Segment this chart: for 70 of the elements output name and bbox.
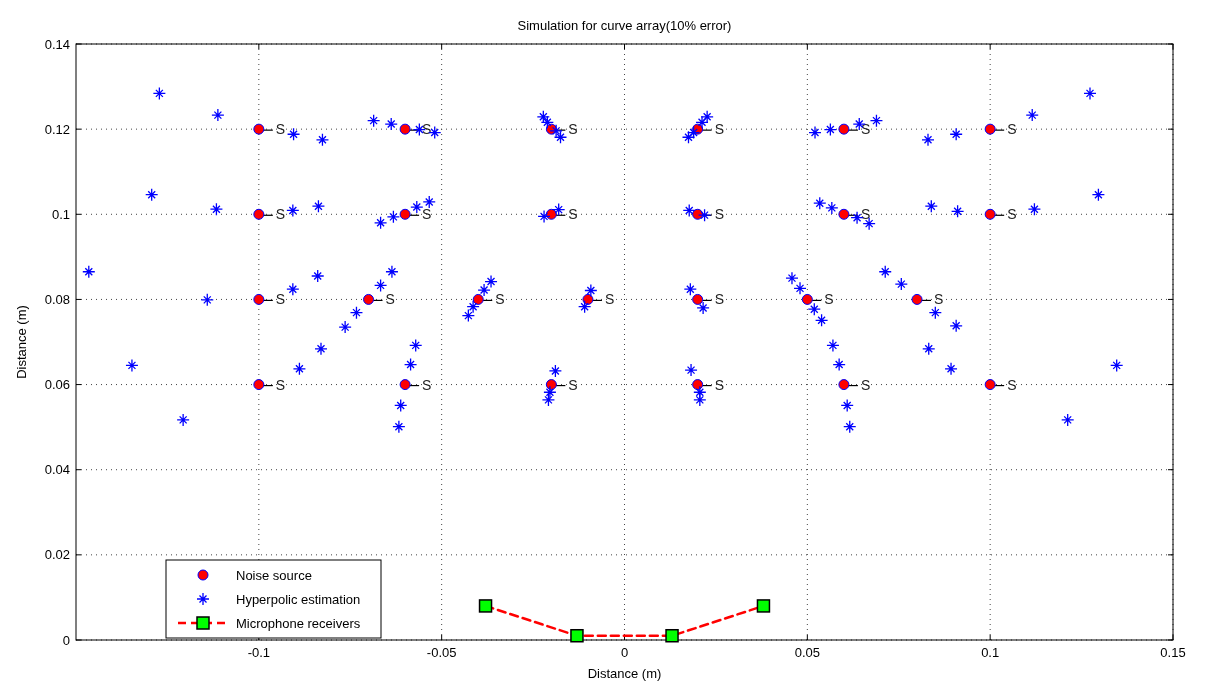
point	[399, 208, 411, 220]
annotation: S	[860, 206, 871, 223]
x-tick-label: 0	[620, 645, 629, 660]
point	[478, 599, 493, 613]
point	[692, 293, 704, 305]
point	[399, 123, 411, 135]
y-tick-label: 0	[62, 632, 70, 648]
annotation: S	[275, 121, 286, 138]
annotation: S	[860, 376, 871, 393]
y-tick-label: 0.02	[44, 547, 70, 563]
y-tick-label: 0.04	[44, 462, 70, 478]
point	[399, 379, 411, 391]
annotation: S	[714, 291, 724, 308]
y-tick-label: 0.1	[51, 206, 70, 222]
x-tick-label: 0.05	[794, 645, 820, 660]
point	[838, 123, 850, 135]
legend-label: Noise source	[236, 568, 312, 583]
point	[253, 123, 265, 135]
annotation: S	[568, 206, 578, 223]
point	[665, 628, 679, 643]
annotation: S	[1007, 121, 1017, 138]
x-tick-label: 0.15	[1160, 645, 1186, 660]
annotation: S	[422, 121, 432, 138]
point	[545, 208, 557, 220]
point	[838, 208, 850, 220]
annotation: S	[714, 121, 724, 138]
point	[911, 293, 923, 305]
point	[984, 208, 996, 220]
point	[801, 293, 813, 305]
chart-title: Simulation for curve array(10% error)	[517, 18, 732, 33]
x-axis-title: Distance (m)	[587, 666, 662, 681]
annotation: S	[714, 376, 724, 393]
annotation: S	[824, 291, 834, 308]
point	[838, 379, 850, 391]
y-tick-label: 0.06	[44, 377, 70, 393]
x-tick-label: -0.1	[247, 645, 271, 660]
annotation: S	[1007, 206, 1017, 223]
legend-label: Hyperpolic estimation	[236, 592, 361, 607]
point	[253, 208, 265, 220]
annotation: S	[604, 291, 615, 308]
y-axis-title: Distance (m)	[14, 305, 29, 379]
point	[984, 379, 996, 391]
annotation: S	[275, 206, 286, 223]
point	[570, 628, 584, 643]
point	[253, 293, 265, 305]
annotation: S	[860, 121, 871, 138]
annotation: S	[934, 291, 944, 308]
point	[692, 379, 704, 391]
point	[756, 599, 771, 613]
annotation: S	[422, 376, 432, 393]
annotation: S	[275, 376, 286, 393]
point	[253, 379, 265, 391]
y-tick-label: 0.08	[44, 291, 70, 307]
annotation: S	[1007, 376, 1017, 393]
x-tick-label: -0.05	[426, 645, 457, 660]
y-tick-label: 0.14	[44, 36, 70, 52]
legend-label: Microphone receivers	[236, 616, 361, 631]
annotation: S	[568, 376, 578, 393]
annotation: S	[714, 206, 724, 223]
point	[582, 293, 594, 305]
annotation: S	[568, 121, 578, 138]
annotation: S	[495, 291, 505, 308]
point	[472, 293, 484, 305]
x-tick-label: 0.1	[981, 645, 1000, 660]
annotation: S	[275, 291, 286, 308]
annotation: S	[422, 206, 432, 223]
point	[984, 123, 996, 135]
point	[363, 293, 375, 305]
annotation: S	[385, 291, 395, 308]
y-tick-label: 0.12	[44, 121, 70, 137]
